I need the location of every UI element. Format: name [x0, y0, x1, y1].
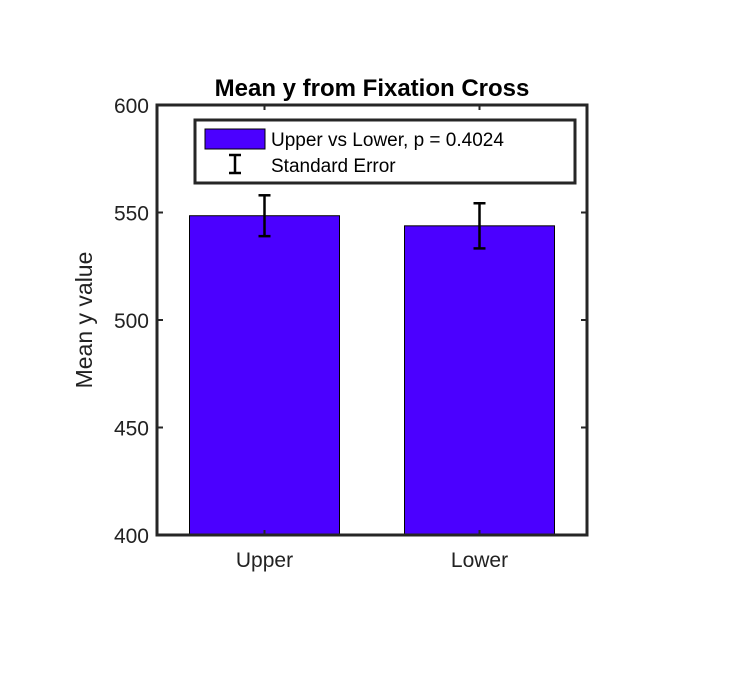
- ticks-group: Upper Lower 400 450 500 550 600: [114, 95, 587, 572]
- plot-frame: [155, 103, 589, 537]
- error-bar-lower: [473, 202, 486, 250]
- x-tick-label: Upper: [236, 549, 293, 572]
- legend-swatch-error: [229, 153, 241, 175]
- legend-entry-error: Standard Error: [271, 156, 396, 177]
- y-tick-label: 500: [114, 310, 149, 333]
- error-bar-upper: [258, 194, 271, 238]
- error-bars-group: [258, 194, 486, 250]
- x-tick-label: Lower: [451, 549, 508, 572]
- bar-lower: [404, 225, 555, 536]
- y-tick-label: 600: [114, 95, 149, 118]
- bars-group: [189, 215, 555, 536]
- legend: Upper vs Lower, p = 0.4024 Standard Erro…: [193, 118, 577, 185]
- y-tick-label: 550: [114, 203, 149, 226]
- legend-swatch-bar: [204, 128, 266, 150]
- chart-title: Mean y from Fixation Cross: [215, 75, 530, 102]
- legend-entry-bar: Upper vs Lower, p = 0.4024: [271, 130, 504, 151]
- y-tick-label: 450: [114, 418, 149, 441]
- y-tick-label: 400: [114, 525, 149, 548]
- y-axis-label: Mean y value: [71, 252, 97, 389]
- bar-upper: [189, 215, 340, 536]
